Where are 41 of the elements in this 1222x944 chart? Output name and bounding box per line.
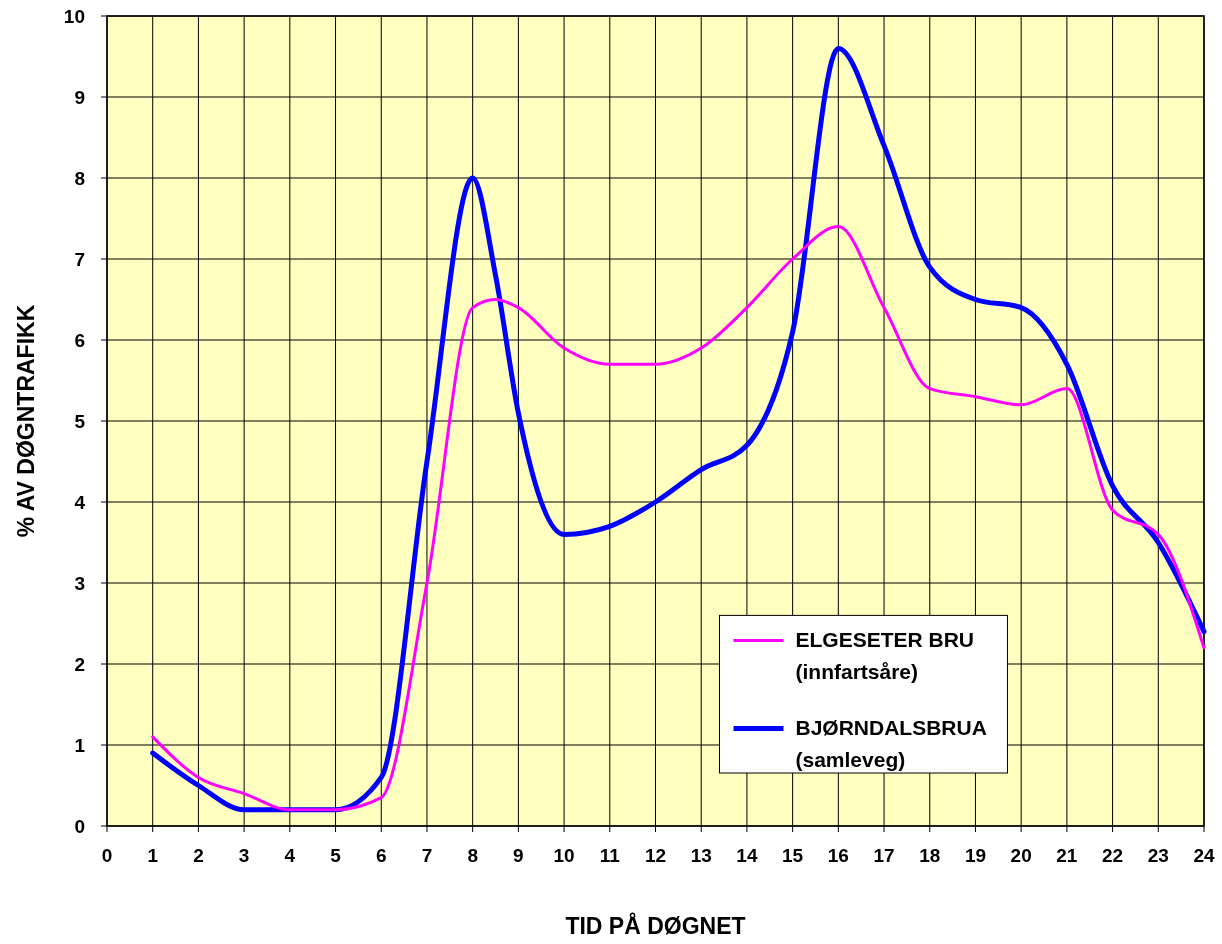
x-tick-label: 14 (736, 845, 758, 866)
x-tick-label: 7 (421, 845, 433, 866)
x-tick-label: 22 (1102, 845, 1124, 866)
y-tick-label: 10 (63, 6, 85, 27)
y-tick-label: 9 (74, 87, 85, 108)
y-tick-label: 4 (74, 492, 86, 513)
x-axis-title: TID PÅ DØGNET (565, 912, 746, 939)
y-tick-label: 5 (74, 411, 86, 432)
line-series (151, 225, 1206, 812)
x-tick-label: 16 (827, 845, 849, 866)
x-tick-label: 8 (467, 845, 478, 866)
y-tick-label: 1 (74, 735, 86, 756)
x-tick-label: 4 (284, 845, 296, 866)
x-tick-label: 20 (1010, 845, 1032, 866)
y-tick-label: 8 (74, 168, 85, 189)
x-tick-label: 1 (147, 845, 159, 866)
x-tick-label: 5 (330, 845, 342, 866)
x-tick-label: 24 (1193, 845, 1215, 866)
y-axis-title: % AV DØGNTRAFIKK (13, 304, 39, 538)
x-tick-label: 18 (919, 845, 941, 866)
x-tick-label: 12 (644, 845, 667, 866)
y-tick-label: 3 (74, 573, 85, 594)
x-tick-label: 11 (599, 845, 621, 866)
x-tick-label: 23 (1147, 845, 1169, 866)
x-tick-label: 13 (690, 845, 712, 866)
y-tick-label: 0 (74, 816, 85, 837)
x-tick-label: 3 (238, 845, 250, 866)
y-tick-label: 7 (74, 249, 85, 270)
y-tick-label: 6 (74, 330, 85, 351)
x-tick-label: 0 (101, 845, 113, 866)
x-tick-label: 21 (1056, 845, 1078, 866)
x-tick-label: 10 (553, 845, 575, 866)
x-tick-label: 19 (964, 845, 987, 866)
x-tick-label: 15 (782, 845, 804, 866)
x-tick-label: 2 (193, 845, 204, 866)
legend-label: BJØRNDALSBRUA (samleveg) (795, 716, 987, 772)
x-tick-label: 9 (513, 845, 524, 866)
legend-label: ELGESETER BRU (innfartsåre) (795, 628, 975, 684)
y-tick-label: 2 (74, 654, 85, 675)
x-tick-label: 17 (873, 845, 895, 866)
x-tick-label: 6 (375, 845, 387, 866)
